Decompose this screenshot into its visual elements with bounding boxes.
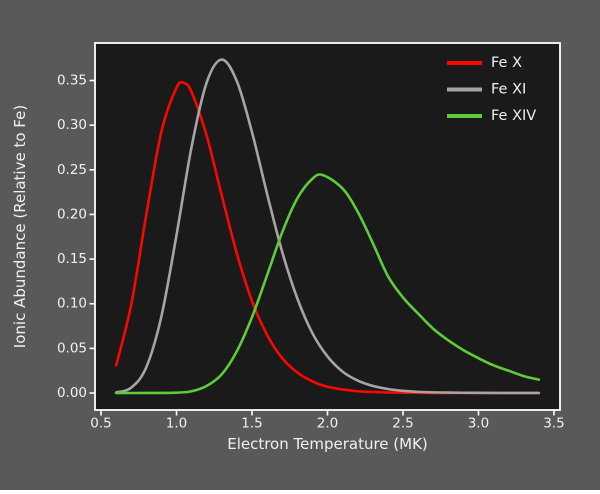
x-tick-label: 2.5: [392, 416, 413, 432]
y-axis-ticks: 0.00 0.05 0.10 0.15 0.20 0.25 0.30 0.35: [57, 73, 95, 401]
y-tick-label: 0.05: [57, 340, 87, 356]
legend: Fe X Fe XI Fe XIV: [447, 55, 536, 124]
series-line-fe-xiv: [114, 173, 541, 395]
legend-item-fe-xiv: Fe XIV: [447, 108, 536, 124]
series-line-fe-xi: [114, 58, 541, 395]
y-tick-label: 0.15: [57, 251, 87, 267]
x-axis-label: Electron Temperature (MK): [227, 435, 428, 453]
y-axis-label: Ionic Abundance (Relative to Fe): [11, 105, 29, 348]
plot-area: [95, 43, 560, 410]
legend-label: Fe XIV: [491, 108, 536, 124]
y-tick-label: 0.30: [57, 117, 87, 133]
x-axis-ticks: 0.5 1.0 1.5 2.0 2.5 3.0 3.5: [90, 410, 565, 432]
y-tick-label: 0.25: [57, 162, 87, 178]
x-tick-label: 1.0: [166, 416, 187, 432]
x-tick-label: 0.5: [90, 416, 111, 432]
x-tick-label: 3.5: [543, 416, 564, 432]
y-tick-label: 0.20: [57, 206, 87, 222]
legend-item-fe-xi: Fe XI: [447, 82, 526, 98]
x-tick-label: 3.0: [468, 416, 489, 432]
y-tick-label: 0.35: [57, 73, 87, 89]
curves-group: [114, 58, 541, 395]
legend-label: Fe X: [491, 55, 522, 71]
y-tick-label: 0.10: [57, 296, 87, 312]
x-tick-label: 1.5: [241, 416, 262, 432]
legend-label: Fe XI: [491, 82, 526, 98]
legend-item-fe-x: Fe X: [447, 55, 522, 71]
y-tick-label: 0.00: [57, 385, 87, 401]
x-tick-label: 2.0: [317, 416, 338, 432]
